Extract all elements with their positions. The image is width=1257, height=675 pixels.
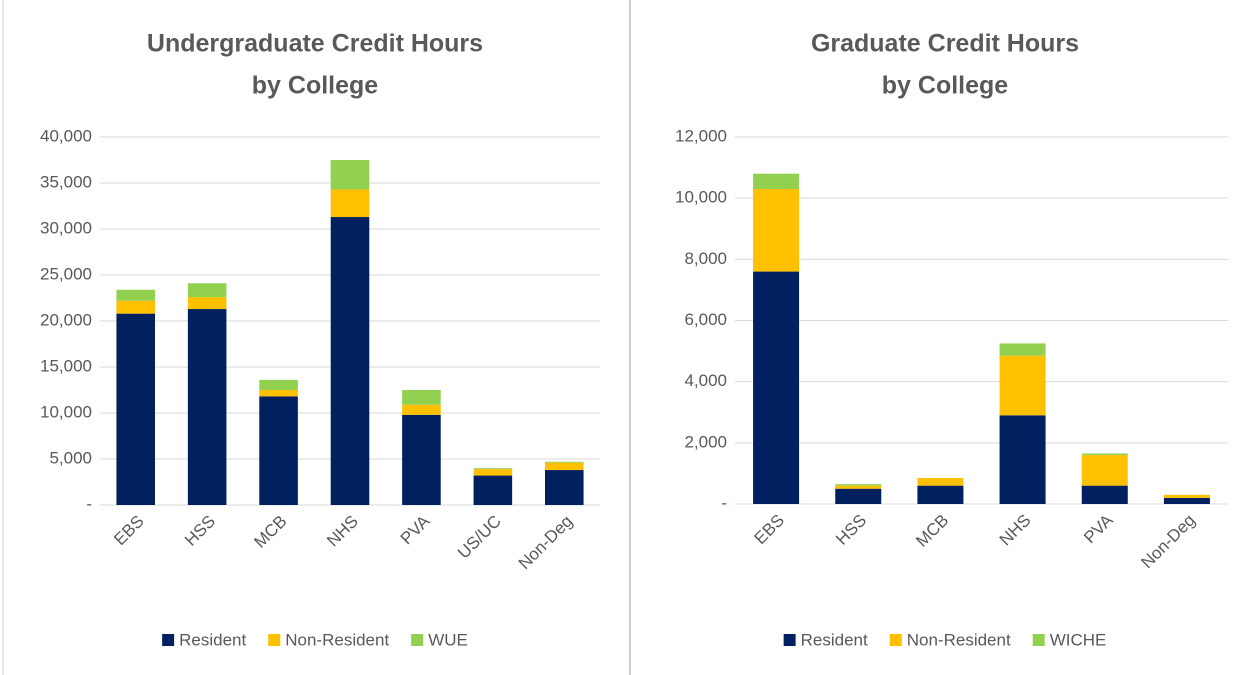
bar-segment bbox=[1081, 485, 1128, 504]
y-tick-label: - bbox=[86, 494, 92, 513]
legend-label: WUE bbox=[428, 630, 468, 649]
y-tick-label: 25,000 bbox=[40, 264, 92, 283]
x-tick-label: EBS bbox=[110, 512, 147, 549]
bar-segment bbox=[753, 271, 800, 504]
bar-segment bbox=[402, 414, 441, 505]
legend-swatch bbox=[411, 634, 424, 646]
bar-segment bbox=[545, 461, 584, 463]
bar-segment bbox=[116, 289, 155, 301]
x-tick-label: Non-Deg bbox=[1137, 511, 1199, 573]
x-tick-label: HSS bbox=[181, 512, 219, 550]
x-tick-label: NHS bbox=[996, 511, 1035, 550]
legend-swatch bbox=[268, 634, 281, 646]
x-tick-label: Non-Deg bbox=[515, 512, 577, 574]
bar-segment bbox=[1081, 455, 1128, 486]
bar-segment bbox=[753, 188, 800, 272]
y-tick-label: 12,000 bbox=[675, 126, 727, 145]
bar-segment bbox=[259, 396, 298, 505]
bar-segment bbox=[259, 379, 298, 390]
chart-title: Undergraduate Credit Hours bbox=[147, 30, 483, 58]
bar-segment bbox=[835, 485, 882, 489]
bar-segment bbox=[473, 475, 513, 505]
y-tick-label: 10,000 bbox=[675, 188, 727, 207]
legend-label: Resident bbox=[179, 630, 246, 649]
bar-segment bbox=[1163, 497, 1210, 504]
bar-segment bbox=[917, 478, 964, 486]
chart-title: by College bbox=[882, 72, 1009, 100]
bar-segment bbox=[116, 313, 155, 505]
bar-segment bbox=[473, 468, 513, 470]
bar-segment bbox=[402, 404, 441, 415]
bar-segment bbox=[187, 297, 227, 310]
y-tick-label: 20,000 bbox=[40, 310, 92, 329]
x-tick-label: MCB bbox=[912, 511, 952, 551]
bar-segment bbox=[187, 309, 227, 505]
y-tick-label: 6,000 bbox=[684, 310, 727, 329]
bar-segment bbox=[187, 283, 227, 298]
legend-swatch bbox=[1032, 634, 1045, 646]
bar-segment bbox=[917, 485, 964, 504]
x-tick-label: NHS bbox=[323, 512, 362, 551]
legend-swatch bbox=[783, 634, 796, 646]
bar-segment bbox=[473, 469, 513, 476]
bar-segment bbox=[545, 470, 584, 505]
y-tick-label: 40,000 bbox=[40, 126, 92, 145]
legend: Resident Non-Resident WUE bbox=[162, 630, 468, 649]
bar-segment bbox=[835, 484, 882, 486]
y-tick-label: 30,000 bbox=[40, 218, 92, 237]
bar-segment bbox=[1163, 494, 1210, 498]
chart-title: Graduate Credit Hours bbox=[811, 30, 1079, 58]
x-tick-label: MCB bbox=[250, 512, 290, 552]
y-tick-label: 8,000 bbox=[684, 249, 727, 268]
x-tick-label: EBS bbox=[751, 511, 788, 548]
y-tick-label: 5,000 bbox=[49, 448, 92, 467]
y-tick-label: 4,000 bbox=[684, 371, 727, 390]
y-tick-label: - bbox=[721, 493, 727, 512]
bar-segment bbox=[330, 217, 370, 506]
bar-segment bbox=[402, 390, 441, 405]
bar-segment bbox=[753, 173, 800, 189]
bar-segment bbox=[330, 189, 370, 218]
legend-swatch bbox=[889, 634, 902, 646]
bar-segment bbox=[545, 462, 584, 471]
legend-label: Non-Resident bbox=[907, 630, 1011, 649]
bar-segment bbox=[835, 488, 882, 504]
bar-segment bbox=[259, 390, 298, 397]
legend-label: Resident bbox=[801, 630, 868, 649]
x-tick-label: PVA bbox=[397, 511, 434, 548]
bar-segment bbox=[330, 160, 370, 190]
y-tick-label: 15,000 bbox=[40, 356, 92, 375]
legend-swatch bbox=[162, 634, 175, 646]
y-tick-label: 35,000 bbox=[40, 172, 92, 191]
y-tick-label: 2,000 bbox=[684, 432, 727, 451]
bar-segment bbox=[999, 415, 1046, 504]
legend-label: WICHE bbox=[1050, 630, 1107, 649]
bar-segment bbox=[999, 343, 1046, 356]
bar-segment bbox=[116, 300, 155, 314]
x-tick-label: US/UC bbox=[454, 512, 505, 563]
legend-label: Non-Resident bbox=[285, 630, 389, 649]
chart-title: by College bbox=[252, 72, 379, 100]
x-tick-label: HSS bbox=[832, 511, 870, 549]
bar-segment bbox=[1081, 453, 1128, 456]
y-tick-label: 10,000 bbox=[40, 402, 92, 421]
bar-segment bbox=[999, 355, 1046, 416]
x-tick-label: PVA bbox=[1080, 510, 1117, 547]
legend: Resident Non-Resident WICHE bbox=[783, 630, 1107, 649]
